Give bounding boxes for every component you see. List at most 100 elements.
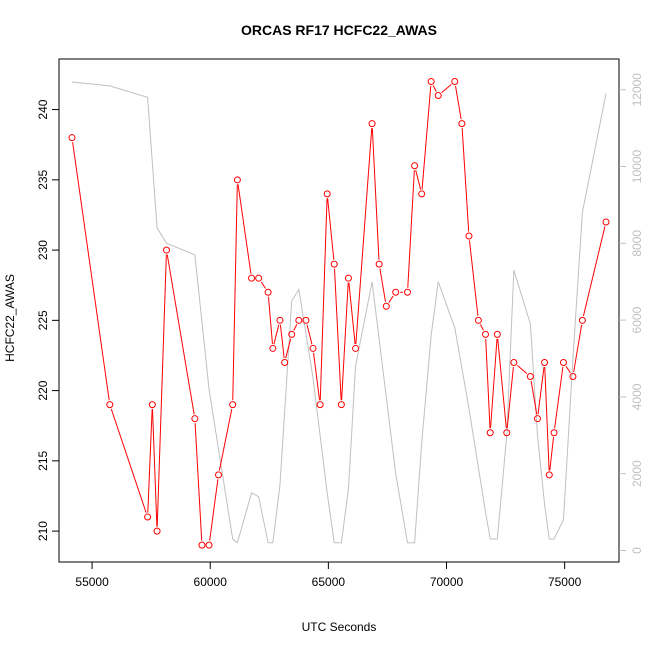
- data-point: [281, 358, 289, 366]
- data-point: [474, 316, 482, 324]
- data-point: [163, 246, 171, 254]
- series-segment: [415, 170, 422, 190]
- data-point: [533, 415, 541, 423]
- data-point: [191, 415, 199, 423]
- series-segment: [348, 282, 356, 345]
- y-tick-label: 210: [36, 521, 50, 541]
- series-segment: [267, 296, 273, 344]
- data-point: [493, 330, 501, 338]
- data-point: [486, 429, 494, 437]
- y-tick-label: 215: [36, 451, 50, 471]
- data-point: [198, 541, 206, 549]
- series-segment: [565, 365, 571, 374]
- data-point: [465, 232, 473, 240]
- series-right-axis: [71, 81, 607, 544]
- series-segment: [582, 226, 606, 317]
- series-segment: [421, 85, 432, 190]
- series-segment: [194, 423, 203, 541]
- data-point: [503, 429, 511, 437]
- y-axis-label: HCFC22_AWAS: [3, 274, 17, 362]
- series-segment: [355, 128, 373, 344]
- x-axis: 55000 60000 65000 70000 75000: [75, 562, 582, 589]
- series-segment: [490, 338, 498, 429]
- series-segment: [218, 408, 233, 471]
- data-point: [411, 162, 419, 170]
- y2-tick-label: 0: [630, 547, 644, 554]
- data-point: [434, 92, 442, 100]
- data-point: [153, 527, 161, 535]
- data-point: [559, 358, 567, 366]
- series-segment: [497, 338, 507, 429]
- series-segment: [432, 85, 437, 92]
- data-point: [233, 176, 241, 184]
- series-segment: [573, 324, 583, 373]
- x-tick-label: 65000: [312, 575, 346, 589]
- series-segment: [110, 408, 147, 513]
- series-segment: [279, 324, 285, 359]
- series-segment: [293, 324, 298, 331]
- series-segment: [544, 366, 550, 471]
- series-segment: [273, 324, 280, 345]
- data-point: [323, 190, 331, 198]
- data-point: [545, 471, 553, 479]
- data-point: [264, 288, 272, 296]
- series-segment: [506, 366, 514, 429]
- series-segment: [260, 281, 267, 289]
- data-point: [330, 260, 338, 268]
- x-tick-label: 55000: [75, 575, 109, 589]
- y-tick-label: 220: [36, 380, 50, 400]
- data-point: [288, 330, 296, 338]
- series-segment: [232, 184, 238, 401]
- y2-tick-label: 10000: [630, 150, 644, 184]
- data-point: [144, 513, 152, 521]
- data-point: [68, 134, 76, 142]
- data-point: [316, 401, 324, 409]
- series-segment: [313, 352, 321, 401]
- series-segment: [152, 409, 158, 527]
- series-segment: [485, 338, 491, 429]
- data-point: [427, 77, 435, 85]
- series-segment: [516, 365, 528, 375]
- data-point: [569, 373, 577, 381]
- x-tick-label: 75000: [548, 575, 582, 589]
- series-segment: [334, 268, 342, 401]
- series-segment: [479, 324, 484, 331]
- series-segment: [537, 366, 545, 415]
- data-point: [382, 302, 390, 310]
- data-point: [106, 401, 114, 409]
- data-point: [302, 316, 310, 324]
- data-point: [229, 401, 237, 409]
- y-tick-label: 240: [36, 99, 50, 119]
- data-point: [276, 316, 284, 324]
- y-tick-label: 225: [36, 310, 50, 330]
- data-point: [309, 344, 317, 352]
- y2-tick-label: 12000: [630, 73, 644, 107]
- data-point: [352, 344, 360, 352]
- data-point: [458, 120, 466, 128]
- series-segment: [285, 338, 292, 359]
- data-point: [392, 288, 400, 296]
- series-segment: [72, 142, 110, 401]
- series-segment: [306, 324, 313, 345]
- data-point: [255, 274, 263, 282]
- y2-tick-label: 8000: [630, 230, 644, 257]
- series-segment: [156, 254, 167, 527]
- y2-axis: 0 2000 4000 6000 8000 10000 12000: [619, 73, 644, 554]
- y-tick-label: 230: [36, 240, 50, 260]
- series-segment: [549, 437, 555, 471]
- chart-title: ORCAS RF17 HCFC22_AWAS: [241, 22, 437, 38]
- x-tick-label: 60000: [194, 575, 228, 589]
- data-point: [344, 274, 352, 282]
- series-segment: [147, 409, 153, 513]
- data-point: [148, 401, 156, 409]
- series-segment: [166, 254, 195, 415]
- data-point: [451, 77, 459, 85]
- series-segment: [407, 170, 415, 288]
- series-segment: [468, 240, 479, 316]
- series-segment: [461, 128, 470, 232]
- data-point: [248, 274, 256, 282]
- x-axis-label: UTC Seconds: [302, 620, 377, 634]
- series-segment: [441, 84, 452, 93]
- series-hcfc22: [68, 77, 610, 549]
